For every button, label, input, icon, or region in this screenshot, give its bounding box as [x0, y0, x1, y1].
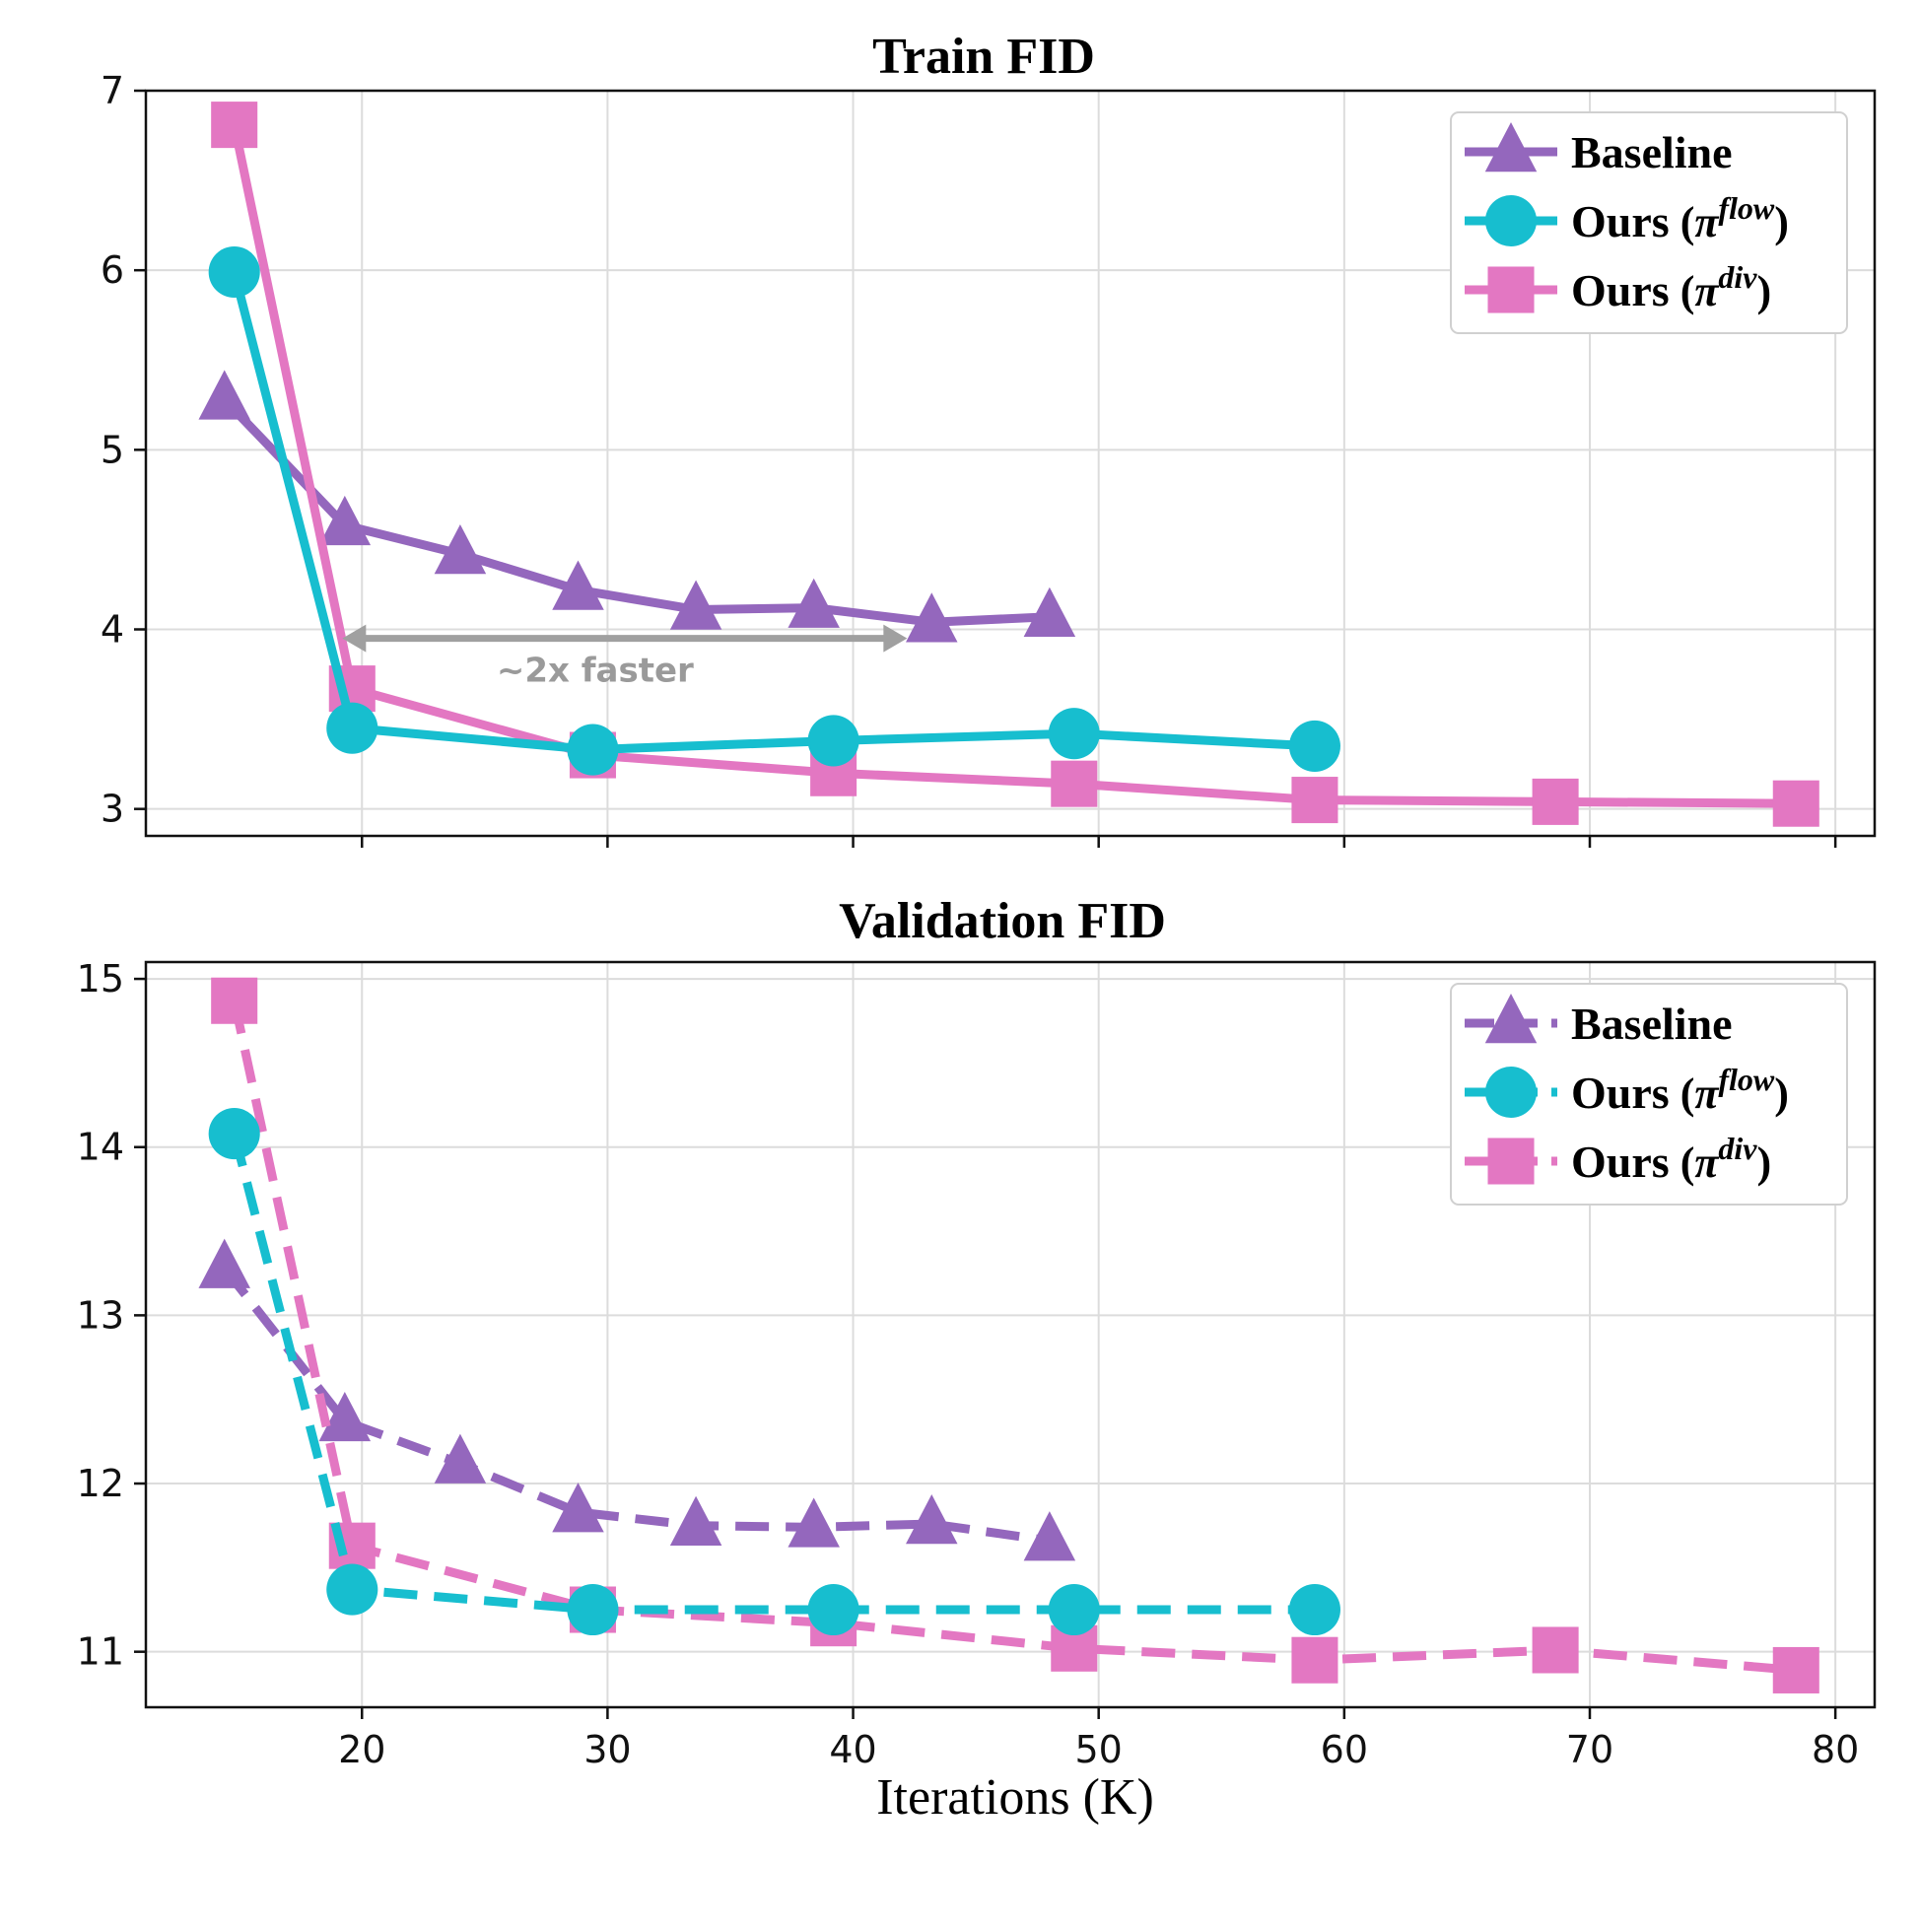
y-tick-label: 5: [101, 428, 124, 471]
data-point: [211, 977, 258, 1024]
data-point: [807, 1583, 859, 1636]
legend-entry: Baseline: [1465, 994, 1733, 1049]
legend-entry: Ours (πdiv): [1465, 1131, 1771, 1187]
data-point: [1023, 586, 1076, 638]
legend-marker: [1484, 994, 1538, 1044]
x-tick-label: 20: [338, 1728, 385, 1771]
y-tick-label: 4: [101, 608, 124, 652]
data-point: [211, 102, 258, 149]
data-point: [1772, 780, 1819, 827]
legend-marker: [1487, 266, 1535, 313]
data-point: [552, 1483, 604, 1533]
data-point: [208, 245, 260, 299]
data-point: [434, 524, 487, 575]
train-fid-title: Train FID: [872, 29, 1095, 85]
legend: Baseline Ours (πflow) Ours (πdiv): [1450, 983, 1848, 1206]
y-tick-label: 12: [77, 1462, 124, 1505]
series-line: [230, 1132, 1315, 1615]
legend-marker: [1484, 194, 1538, 247]
annotation-arrow-head-right: [883, 624, 908, 653]
y-tick-label: 3: [101, 788, 124, 831]
data-point: [669, 580, 722, 630]
legend-box: [1450, 111, 1848, 334]
data-point: [1291, 777, 1338, 824]
y-tick-label: 13: [77, 1293, 124, 1337]
x-tick-label: 60: [1321, 1728, 1368, 1771]
legend-marker: [1484, 122, 1538, 172]
annotation-text: ~2x faster: [497, 652, 694, 691]
data-point: [788, 578, 840, 628]
plot-frame: [144, 89, 1877, 838]
y-tick-label: 14: [77, 1126, 124, 1169]
data-point: [1291, 1636, 1338, 1684]
validation-fid-title: Validation FID: [839, 893, 1166, 949]
data-point: [567, 724, 619, 776]
series-line: [221, 1265, 1051, 1546]
series-line: [230, 123, 1797, 808]
data-point: [906, 1494, 958, 1545]
grid: [146, 962, 1875, 1707]
validation-fid-panel: Validation FID Iterations (K) 11 12 13 14 15…: [77, 893, 1877, 1826]
legend-label: Baseline: [1571, 999, 1733, 1049]
data-point: [318, 1391, 372, 1442]
series-ours-div: [211, 102, 1819, 827]
plot-frame: [144, 960, 1877, 1709]
x-axis-label: Iterations (K): [876, 1769, 1154, 1826]
series-baseline: [198, 1238, 1076, 1561]
data-point: [1288, 1583, 1340, 1636]
data-point: [1772, 1646, 1819, 1693]
series-line: [221, 396, 1051, 627]
x-tick-label: 70: [1566, 1728, 1613, 1771]
legend-label: Baseline: [1571, 127, 1733, 177]
legend-entry: Baseline: [1465, 122, 1733, 177]
legend-marker: [1484, 1066, 1538, 1119]
data-point: [807, 715, 859, 767]
data-point: [906, 592, 958, 643]
data-point: [1288, 720, 1340, 772]
y-tick-label: 6: [101, 248, 124, 292]
data-point: [669, 1495, 722, 1546]
y-tick-label: 15: [77, 957, 124, 1000]
legend-entry: Ours (πflow): [1465, 1062, 1789, 1119]
y-tick-label: 11: [77, 1630, 124, 1674]
data-point: [1023, 1511, 1076, 1561]
data-point: [1532, 778, 1579, 825]
x-tick-label: 30: [583, 1728, 631, 1771]
legend-marker: [1487, 1138, 1535, 1185]
data-point: [434, 1433, 487, 1484]
data-point: [788, 1497, 840, 1548]
series-ours-flow: [208, 1108, 1340, 1636]
series-line: [230, 1000, 1797, 1675]
data-point: [208, 1108, 260, 1160]
x-tick-label: 80: [1812, 1728, 1859, 1771]
data-point: [326, 1563, 378, 1616]
data-point: [318, 495, 372, 546]
x-tick-label: 50: [1075, 1728, 1123, 1771]
speedup-annotation: ~2x faster: [342, 624, 908, 691]
data-point: [567, 1583, 619, 1636]
data-point: [1048, 708, 1100, 760]
data-point: [1051, 760, 1098, 807]
data-point: [1048, 1583, 1100, 1636]
data-point: [552, 560, 604, 610]
data-point: [198, 1238, 250, 1288]
legend-box: [1450, 983, 1848, 1206]
x-tick-label: 40: [829, 1728, 876, 1771]
data-point: [1532, 1626, 1579, 1674]
data-point: [326, 702, 378, 754]
y-tick-label: 7: [101, 69, 124, 112]
annotation-arrow-head-left: [342, 624, 367, 653]
series-baseline: [198, 370, 1076, 643]
series-line: [230, 270, 1316, 755]
data-point: [198, 370, 250, 420]
series-ours-flow: [208, 245, 1340, 776]
legend-label: Ours (πflow): [1571, 1062, 1789, 1118]
